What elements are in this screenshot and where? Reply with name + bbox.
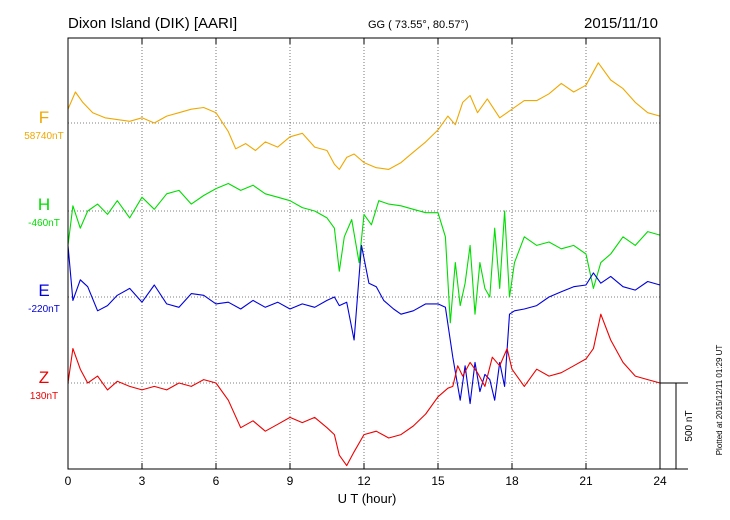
x-tick-label: 12 (357, 474, 371, 488)
series-baseline-h: -460nT (28, 218, 60, 229)
grid-lines (68, 38, 660, 469)
x-tick-label: 15 (431, 474, 445, 488)
x-tick-label: 0 (65, 474, 72, 488)
x-tick-label: 9 (287, 474, 294, 488)
series-lines (67, 62, 661, 467)
plotted-note: Plotted at 2015/12/11 01:29 UT (715, 345, 724, 456)
x-tick-label: 21 (579, 474, 593, 488)
series-baseline-e: -220nT (28, 304, 60, 315)
series-name-f: F (39, 108, 49, 127)
series-line-e (67, 244, 661, 405)
series-name-h: H (38, 195, 50, 214)
scale-bar-label: 500 nT (684, 410, 695, 441)
series-baseline-z: 130nT (30, 391, 58, 402)
x-tick-label: 3 (139, 474, 146, 488)
station-title: Dixon Island (DIK) [AARI] (68, 15, 237, 32)
series-name-e: E (38, 281, 49, 300)
series-labels: F 58740nT H -460nT E -220nT Z 130nT (24, 108, 63, 402)
series-name-z: Z (39, 368, 49, 387)
x-axis-label: U T (hour) (338, 491, 397, 506)
x-tick-label: 24 (653, 474, 667, 488)
series-line-z (67, 313, 661, 467)
series-line-h (67, 182, 661, 324)
date-label: 2015/11/10 (584, 15, 658, 32)
coordinates-label: GG ( 73.55°, 80.57°) (368, 19, 469, 31)
series-baseline-f: 58740nT (24, 131, 63, 142)
x-tick-label: 18 (505, 474, 519, 488)
x-axis-ticks: 0 3 6 9 12 15 18 21 24 (65, 38, 667, 488)
series-line-f (67, 62, 661, 170)
scale-bar: 500 nT (660, 382, 695, 470)
x-tick-label: 6 (213, 474, 220, 488)
